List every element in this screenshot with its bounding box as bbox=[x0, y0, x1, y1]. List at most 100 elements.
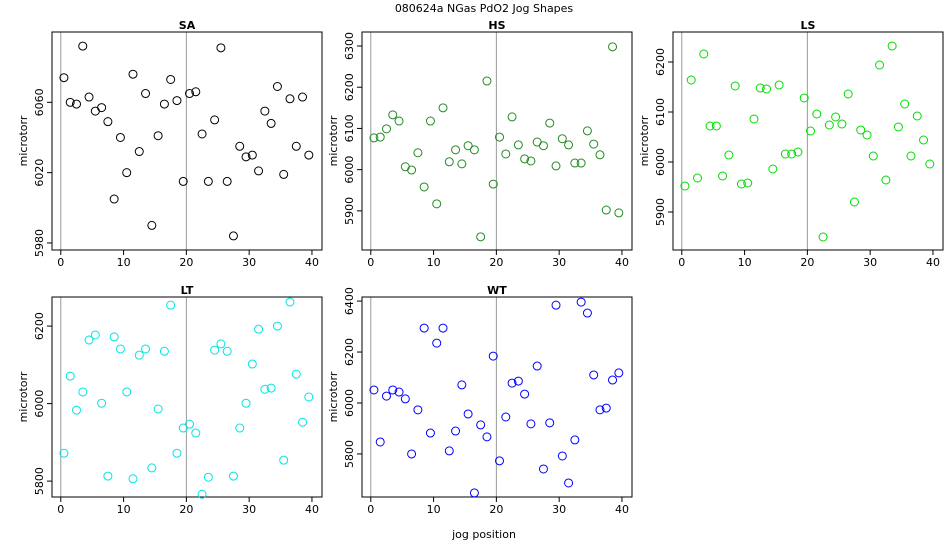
y-tick-label: 5800 bbox=[343, 440, 356, 468]
y-tick-label: 6060 bbox=[33, 88, 46, 116]
point bbox=[254, 324, 264, 334]
x-tick-label: 40 bbox=[926, 256, 940, 269]
point bbox=[849, 197, 859, 207]
point bbox=[375, 132, 385, 142]
point bbox=[557, 134, 567, 144]
point bbox=[501, 412, 511, 422]
plot-frame bbox=[51, 296, 323, 498]
point bbox=[388, 385, 398, 395]
point bbox=[469, 145, 479, 155]
plot-frame bbox=[361, 296, 633, 498]
point bbox=[266, 383, 276, 393]
point bbox=[197, 489, 207, 499]
point bbox=[166, 74, 176, 84]
point bbox=[407, 165, 417, 175]
point bbox=[925, 159, 935, 169]
point bbox=[451, 145, 461, 155]
point bbox=[172, 448, 182, 458]
point bbox=[881, 175, 891, 185]
point bbox=[432, 338, 442, 348]
point bbox=[495, 456, 505, 466]
point bbox=[507, 378, 517, 388]
point bbox=[185, 89, 195, 99]
y-tick-label: 6000 bbox=[343, 389, 356, 417]
point bbox=[128, 474, 138, 484]
point bbox=[589, 370, 599, 380]
point bbox=[843, 89, 853, 99]
x-tick-label: 0 bbox=[678, 256, 685, 269]
x-tick-label: 40 bbox=[305, 503, 319, 516]
point bbox=[381, 391, 391, 401]
point bbox=[538, 141, 548, 151]
x-tick-label: 40 bbox=[615, 256, 629, 269]
point bbox=[582, 308, 592, 318]
point bbox=[78, 387, 88, 397]
page-title: 080624a NGas PdO2 Jog Shapes bbox=[395, 2, 574, 15]
point bbox=[438, 323, 448, 333]
point bbox=[463, 141, 473, 151]
point bbox=[222, 346, 232, 356]
point bbox=[482, 76, 492, 86]
point bbox=[172, 96, 182, 106]
point bbox=[65, 371, 75, 381]
point bbox=[457, 159, 467, 169]
point bbox=[285, 94, 295, 104]
point bbox=[824, 120, 834, 130]
x-tick-label: 0 bbox=[367, 503, 374, 516]
point bbox=[818, 232, 828, 242]
y-axis-label: microtorr bbox=[327, 371, 340, 422]
point bbox=[394, 387, 404, 397]
point bbox=[78, 41, 88, 51]
y-tick-label: 6400 bbox=[343, 287, 356, 315]
point bbox=[71, 405, 81, 415]
point bbox=[520, 389, 530, 399]
point bbox=[147, 220, 157, 230]
point bbox=[166, 300, 176, 310]
point bbox=[686, 75, 696, 85]
point bbox=[115, 132, 125, 142]
point bbox=[692, 173, 702, 183]
point bbox=[551, 161, 561, 171]
y-tick-label: 6200 bbox=[33, 312, 46, 340]
y-tick-label: 5900 bbox=[343, 197, 356, 225]
point bbox=[749, 114, 759, 124]
point bbox=[900, 99, 910, 109]
point bbox=[495, 132, 505, 142]
panel-title: HS bbox=[488, 19, 505, 32]
point bbox=[919, 135, 929, 145]
point bbox=[419, 182, 429, 192]
point bbox=[122, 387, 132, 397]
point bbox=[394, 116, 404, 126]
x-tick-label: 30 bbox=[242, 256, 256, 269]
y-tick-label: 6000 bbox=[343, 156, 356, 184]
y-tick-label: 5800 bbox=[33, 467, 46, 495]
point bbox=[228, 471, 238, 481]
plot-frame bbox=[672, 31, 944, 251]
point bbox=[134, 147, 144, 157]
point bbox=[216, 339, 226, 349]
x-tick-label: 40 bbox=[305, 256, 319, 269]
x-tick-label: 20 bbox=[800, 256, 814, 269]
point bbox=[71, 99, 81, 109]
point bbox=[59, 73, 69, 83]
point bbox=[388, 110, 398, 120]
point bbox=[520, 154, 530, 164]
point bbox=[279, 455, 289, 465]
point bbox=[400, 394, 410, 404]
point bbox=[241, 152, 251, 162]
point bbox=[128, 69, 138, 79]
point bbox=[304, 150, 314, 160]
point bbox=[868, 151, 878, 161]
point bbox=[210, 345, 220, 355]
point bbox=[222, 176, 232, 186]
point bbox=[153, 131, 163, 141]
point bbox=[141, 344, 151, 354]
point bbox=[191, 428, 201, 438]
point bbox=[228, 231, 238, 241]
y-tick-label: 6200 bbox=[343, 338, 356, 366]
point bbox=[444, 446, 454, 456]
point bbox=[469, 488, 479, 498]
point bbox=[906, 151, 916, 161]
point bbox=[266, 118, 276, 128]
point bbox=[432, 199, 442, 209]
